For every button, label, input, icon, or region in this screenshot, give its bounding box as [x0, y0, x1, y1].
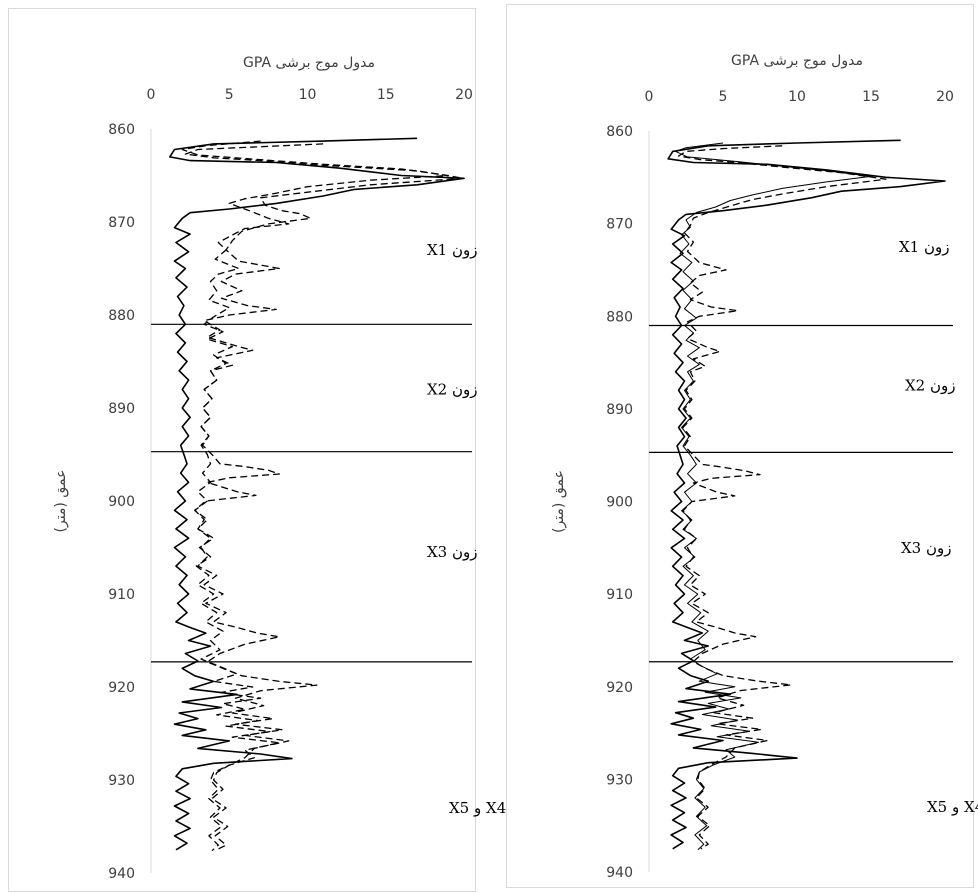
x-tick-label: 5: [225, 87, 234, 103]
zone-label: زون X1: [899, 238, 950, 256]
series-line-solid: [169, 137, 465, 851]
x-tick-label: 10: [299, 87, 317, 103]
zone-label: زون X1: [427, 241, 478, 259]
zone-label: زون X4 و X5: [927, 798, 978, 816]
series-line-thin: [675, 142, 872, 851]
x-tick-label: 15: [862, 89, 880, 105]
y-tick-label: 940: [606, 865, 633, 881]
y-tick-label: 870: [606, 217, 633, 233]
x-tick-label: 15: [377, 87, 395, 103]
x-tick-label: 20: [936, 89, 954, 105]
y-tick-label: 890: [606, 402, 633, 418]
zone-label: زون X2: [427, 380, 478, 398]
y-axis-label: عمق (متر): [551, 470, 567, 533]
chart-svg-left: مدول موج برشی GPA عمق (متر) 0 5 10 15 20 860 870…: [53, 55, 537, 882]
zone-label: زون X3: [901, 539, 952, 557]
x-tick-label: 10: [788, 89, 806, 105]
y-tick-label: 870: [108, 215, 135, 231]
y-tick-label: 920: [606, 680, 633, 696]
x-tick-label: 0: [147, 87, 156, 103]
chart-panel-left: مدول موج برشی GPA عمق (متر) 0 5 10 15 20 860 870…: [8, 8, 537, 892]
zone-label: زون X2: [905, 377, 956, 395]
y-tick-label: 860: [108, 122, 135, 138]
y-tick-label: 860: [606, 124, 633, 140]
y-tick-label: 900: [606, 495, 633, 511]
chart-svg-right: مدول موج برشی GPA عمق (متر) 0 5 10 15 20 860 870…: [551, 53, 978, 881]
series-line-dashed: [184, 143, 465, 851]
zone-label: زون X3: [427, 543, 478, 561]
series-line-solid: [667, 139, 946, 850]
x-tick-label: 5: [719, 89, 728, 105]
y-tick-label: 940: [108, 866, 135, 882]
y-tick-label: 900: [108, 494, 135, 510]
series-line-dashed: [181, 140, 449, 852]
y-tick-label: 880: [606, 309, 633, 325]
y-tick-label: 910: [606, 587, 633, 603]
y-axis-label: عمق (متر): [53, 470, 69, 533]
y-tick-label: 880: [108, 308, 135, 324]
x-tick-label: 0: [645, 89, 654, 105]
x-tick-label: 20: [455, 87, 473, 103]
y-tick-label: 910: [108, 587, 135, 603]
chart-title: مدول موج برشی GPA: [243, 55, 375, 71]
y-tick-label: 930: [108, 773, 135, 789]
y-tick-label: 920: [108, 680, 135, 696]
y-tick-label: 890: [108, 401, 135, 417]
chart-panel-right: مدول موج برشی GPA عمق (متر) 0 5 10 15 20 860 870…: [506, 4, 978, 888]
series-line-dashed: [677, 145, 887, 850]
y-tick-label: 930: [606, 772, 633, 788]
chart-title: مدول موج برشی GPA: [731, 53, 863, 69]
